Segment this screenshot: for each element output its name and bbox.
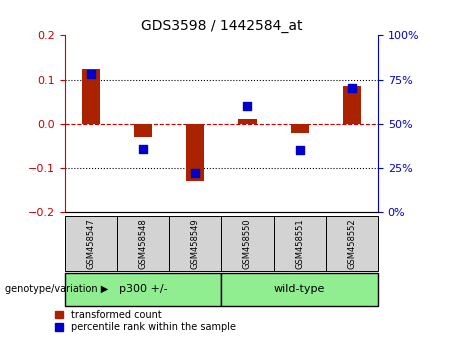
Point	[244, 103, 251, 109]
Legend: transformed count, percentile rank within the sample: transformed count, percentile rank withi…	[55, 310, 236, 332]
Point	[348, 86, 355, 91]
Text: wild-type: wild-type	[274, 284, 325, 295]
Bar	[82, 69, 100, 124]
Bar	[65, 216, 117, 271]
Bar	[169, 216, 221, 271]
Bar	[290, 124, 309, 133]
Bar	[186, 124, 204, 181]
Point	[139, 146, 147, 152]
Bar	[65, 273, 221, 306]
Text: GSM458551: GSM458551	[295, 218, 304, 269]
Text: p300 +/-: p300 +/-	[118, 284, 167, 295]
Bar	[117, 216, 169, 271]
Point	[296, 148, 303, 153]
Text: GSM458552: GSM458552	[348, 218, 356, 269]
Bar	[221, 273, 378, 306]
Bar	[221, 216, 273, 271]
Bar	[343, 86, 361, 124]
Title: GDS3598 / 1442584_at: GDS3598 / 1442584_at	[141, 19, 302, 33]
Bar	[134, 124, 152, 137]
Bar	[273, 216, 326, 271]
Bar	[326, 216, 378, 271]
Text: GSM458550: GSM458550	[243, 218, 252, 269]
Point	[191, 171, 199, 176]
Text: genotype/variation ▶: genotype/variation ▶	[5, 284, 108, 295]
Bar	[238, 119, 256, 124]
Text: GSM458548: GSM458548	[138, 218, 148, 269]
Text: GSM458547: GSM458547	[86, 218, 95, 269]
Point	[87, 72, 95, 77]
Text: GSM458549: GSM458549	[191, 218, 200, 269]
